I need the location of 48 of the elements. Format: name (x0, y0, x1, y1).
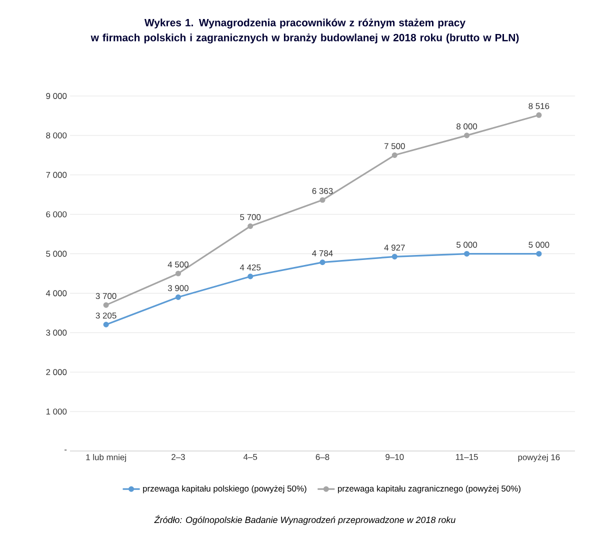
x-tick-label: 6–8 (316, 454, 330, 460)
y-tick-label: 7 000 (46, 172, 67, 178)
point (464, 250, 470, 257)
y-tick-label: 4 000 (46, 290, 67, 296)
data-label: 8 516 (528, 103, 550, 110)
data-label: 4 425 (240, 264, 261, 270)
point (248, 223, 254, 229)
point (175, 270, 182, 276)
y-tick-label: 3 000 (46, 330, 67, 336)
legend-label: przewaga kapitału polskiego (powyżej 50%) (143, 485, 306, 494)
point (248, 274, 254, 280)
data-label: 7 500 (384, 143, 405, 150)
data-label: 5 700 (240, 214, 261, 220)
data-label: 4 927 (384, 244, 405, 251)
data-label: 3 205 (96, 312, 116, 319)
data-label: 8 000 (456, 123, 478, 130)
legend-label: przewaga kapitału zagranicznego (powyżej 50%) (338, 485, 520, 494)
point (320, 197, 326, 203)
data-label: 3 700 (96, 293, 116, 300)
text: Źródło: Ogólnopolskie Badanie Wynagrodzeń przeprowadzone w 2018 roku (154, 515, 456, 525)
data-label: 5 000 (456, 242, 478, 248)
point (320, 260, 326, 266)
data-label: 4 784 (312, 250, 333, 256)
y-tick-label: 8 000 (46, 132, 67, 138)
point (392, 254, 398, 260)
x-tick-label: powyżej 16 (518, 454, 560, 462)
x-tick-label: 1 lub mniej (86, 454, 126, 462)
x-tick-label: 9–10 (386, 454, 404, 460)
y-tick-label: 2 000 (46, 369, 67, 376)
point (464, 132, 470, 138)
y-tick-label: 5 000 (46, 250, 67, 257)
point (175, 294, 182, 300)
data-label: 4 500 (168, 261, 188, 268)
point (103, 302, 109, 308)
point (392, 152, 398, 158)
data-label: 5 000 (528, 242, 550, 248)
y-tick-label: 1 000 (46, 408, 67, 415)
y-tick-label: 6 000 (46, 211, 67, 218)
x-tick-label: 2–3 (172, 454, 185, 460)
data-label: 6 363 (312, 188, 333, 194)
x-tick-label: 4–5 (243, 454, 258, 460)
x-tick-label: 11–15 (456, 454, 478, 460)
chart-title: Wykres 1. Wynagrodzenia pracowników z różnym stażem pracy w firmach polskich i zagranicznych w branży budowlanej w 2018 roku (brutto w PLN) (90, 18, 519, 44)
point (536, 250, 542, 257)
data-label: 3 900 (168, 285, 188, 292)
y-tick-label: 9 000 (46, 93, 67, 99)
point (103, 322, 109, 328)
point (536, 112, 542, 118)
